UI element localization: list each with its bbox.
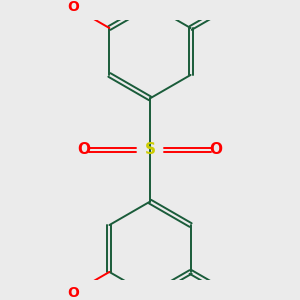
Text: O: O — [67, 0, 79, 14]
Text: O: O — [67, 286, 79, 300]
Text: S: S — [145, 142, 155, 158]
Text: O: O — [210, 142, 223, 158]
Text: O: O — [77, 142, 90, 158]
